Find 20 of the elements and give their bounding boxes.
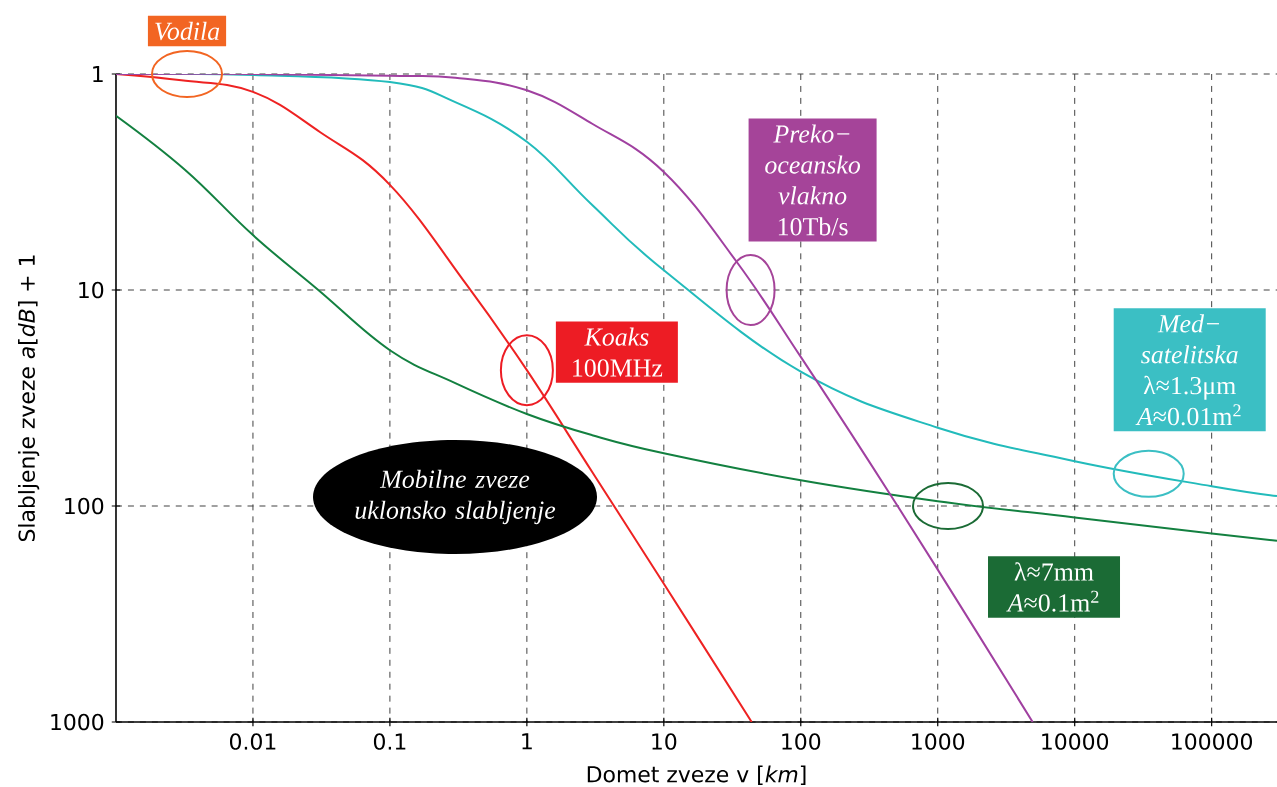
x-tick-label: 10000	[1042, 733, 1109, 750]
x-tick-label: 1000	[912, 733, 965, 750]
annotation: Vodila	[155, 21, 220, 41]
annotation: Mobilne zveze uklonsko slabljenje	[355, 469, 556, 525]
y-axis-title: Slabljenje zveze a[dB] + 1	[18, 255, 40, 542]
x-tick-label: 100000	[1172, 733, 1252, 750]
annotation: λ≈7mm A≈0.1m$^{2}$	[1006, 562, 1099, 612]
x-tick-label: 1	[522, 733, 532, 750]
y-tick-label: 1000	[51, 713, 104, 731]
x-tick-label: 0.1	[373, 733, 406, 750]
y-tick-label: 1	[93, 66, 103, 82]
x-tick-label: 100	[782, 733, 821, 750]
x-tick-label: 10	[652, 733, 677, 750]
x-axis-title: Domet zveze v [km]	[587, 765, 806, 786]
annotation: Med− satelitska λ≈1.3μm A≈0.01m$^{2}$	[1135, 314, 1241, 426]
x-tick-label: 0.01	[229, 733, 276, 750]
y-tick-label: 10	[79, 281, 104, 299]
annotation: Koaks 100MHz	[573, 327, 663, 377]
annotation: Preko− oceansko vlakno 10Tb/s	[765, 124, 861, 236]
y-tick-label: 100	[65, 497, 104, 515]
